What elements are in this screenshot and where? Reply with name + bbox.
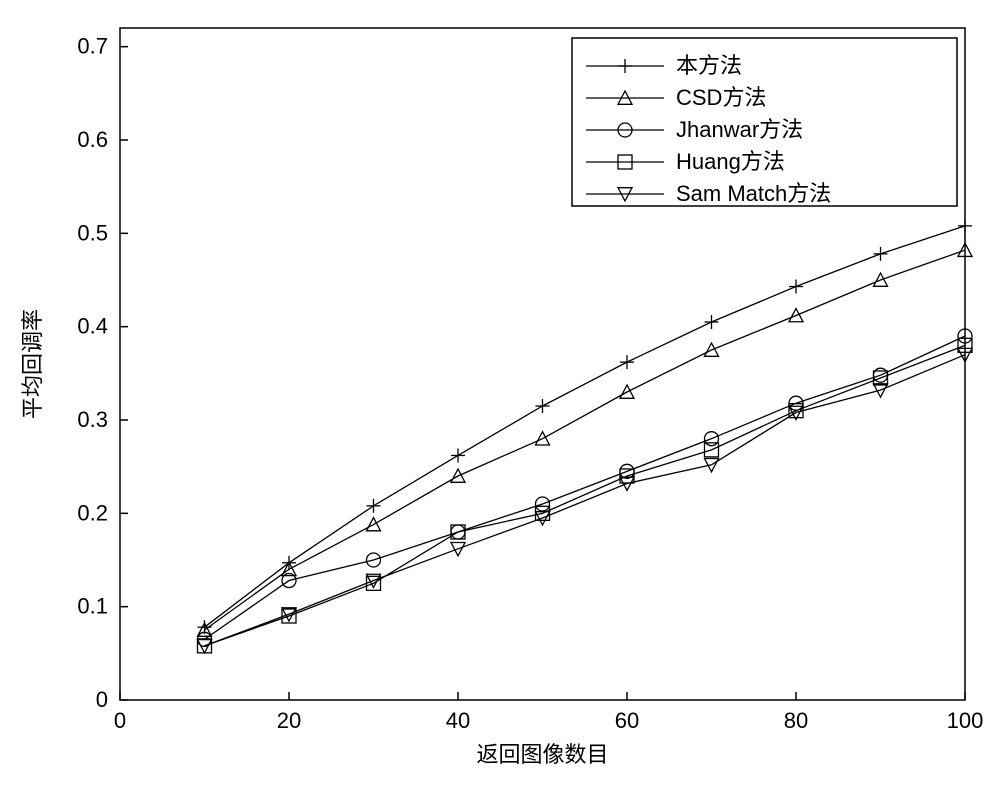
- series-4: [198, 348, 973, 652]
- legend: 本方法 CSD方法 Jhanwar方法 Huang方法 Sam Match方法: [572, 38, 957, 206]
- chart-svg: 0 20 40 60 80 100 0 0.1 0.2 0.3 0.4 0.5 0.6 0.7 返回图像数目…: [0, 0, 1000, 798]
- y-tick-label: 0.1: [77, 594, 108, 619]
- y-tick-label: 0: [96, 687, 108, 712]
- y-tick-label: 0.6: [77, 127, 108, 152]
- x-tick-label: 0: [114, 708, 126, 733]
- series-2: [198, 329, 973, 646]
- legend-label: 本方法: [676, 53, 742, 78]
- line-chart: 0 20 40 60 80 100 0 0.1 0.2 0.3 0.4 0.5 0.6 0.7 返回图像数目…: [0, 0, 1000, 798]
- series-0: [198, 219, 973, 634]
- x-tick-label: 20: [277, 708, 301, 733]
- series-3: [198, 338, 973, 653]
- y-axis-label: 平均回调率: [20, 309, 45, 419]
- y-tick-label: 0.4: [77, 314, 108, 339]
- y-tick-label: 0.3: [77, 407, 108, 432]
- series-1: [198, 243, 973, 636]
- x-axis-label: 返回图像数目: [476, 742, 608, 767]
- x-tick-label: 60: [615, 708, 639, 733]
- x-tick-label: 80: [784, 708, 808, 733]
- x-tick-label: 100: [947, 708, 984, 733]
- legend-label: Huang方法: [676, 149, 785, 174]
- x-tick-label: 40: [446, 708, 470, 733]
- y-tick-label: 0.2: [77, 500, 108, 525]
- y-tick-label: 0.5: [77, 220, 108, 245]
- legend-label: Jhanwar方法: [676, 117, 803, 142]
- y-tick-label: 0.7: [77, 34, 108, 59]
- legend-label: Sam Match方法: [676, 181, 831, 206]
- legend-label: CSD方法: [676, 85, 766, 110]
